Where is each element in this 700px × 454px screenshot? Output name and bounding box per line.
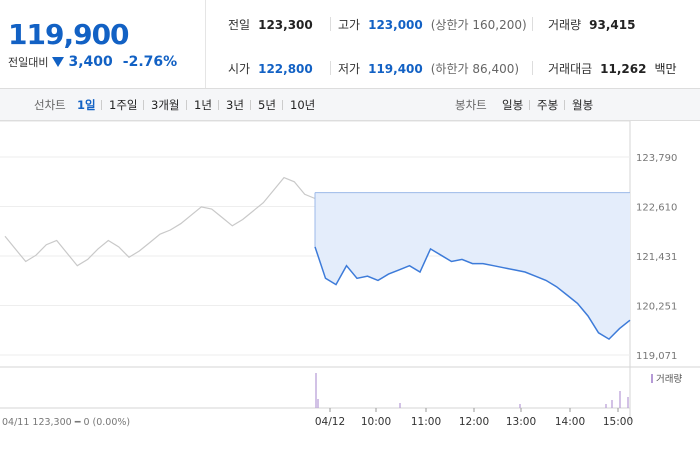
divider xyxy=(330,17,331,31)
chart-period-tabs: 선차트 1일 1주일 3개월 1년 3년 5년 10년 봉차트 일봉 주봉 월봉 xyxy=(0,89,700,121)
prev-close-value: 123,300 xyxy=(258,17,313,32)
tab-divider xyxy=(186,100,187,110)
trade-value-value: 11,262 xyxy=(600,61,647,76)
volume-legend-swatch xyxy=(651,374,653,383)
x-tick-label: 10:00 xyxy=(361,416,391,428)
low-value: 119,400 xyxy=(368,61,423,76)
stat-high: 고가 123,000 (상한가 160,200) xyxy=(338,16,527,33)
stat-prev-close: 전일 123,300 xyxy=(228,16,313,33)
today-area-fill xyxy=(315,192,630,340)
trade-value-unit: 백만 xyxy=(654,62,677,76)
open-label: 시가 xyxy=(228,62,251,76)
change-row: 전일대비 3,400 -2.76% xyxy=(8,54,177,70)
down-triangle-icon xyxy=(52,57,65,67)
low-label: 저가 xyxy=(338,62,361,76)
y-tick-label: 123,790 xyxy=(636,153,677,164)
tab-10y[interactable]: 10년 xyxy=(290,98,316,112)
volume-legend-label: 거래량 xyxy=(656,373,682,385)
y-tick-label: 121,431 xyxy=(636,252,677,263)
tab-divider xyxy=(250,100,251,110)
stat-trade-value: 거래대금 11,262 백만 xyxy=(548,60,677,77)
prev-day-summary-label: 04/11 123,300 ━ 0 (0.00%) xyxy=(2,417,130,428)
x-tick-label: 14:00 xyxy=(555,416,585,428)
change-label: 전일대비 xyxy=(8,56,49,69)
x-tick-label: 04/12 xyxy=(315,416,345,428)
tab-divider xyxy=(101,100,102,110)
x-tick-label: 11:00 xyxy=(411,416,441,428)
y-tick-label: 119,071 xyxy=(636,351,677,362)
y-tick-label: 122,610 xyxy=(636,203,677,214)
volume-value: 93,415 xyxy=(589,17,636,32)
candle-chart-label: 봉차트 xyxy=(455,98,487,112)
price-summary: 119,900 전일대비 3,400 -2.76% xyxy=(0,0,206,88)
line-chart-label: 선차트 xyxy=(34,98,66,112)
tab-weekly[interactable]: 주봉 xyxy=(537,98,559,112)
tab-1y[interactable]: 1년 xyxy=(194,98,212,112)
divider xyxy=(330,61,331,75)
x-tick-label: 13:00 xyxy=(506,416,536,428)
high-value: 123,000 xyxy=(368,17,423,32)
open-value: 122,800 xyxy=(258,61,313,76)
tab-1d[interactable]: 1일 xyxy=(77,98,96,112)
volume-label: 거래량 xyxy=(548,18,582,32)
tab-3m[interactable]: 3개월 xyxy=(151,98,180,112)
trade-value-label: 거래대금 xyxy=(548,62,593,76)
lower-limit: (하한가 86,400) xyxy=(430,62,520,76)
change-percent: -2.76% xyxy=(122,54,178,70)
y-tick-label: 120,251 xyxy=(636,302,677,313)
stat-low: 저가 119,400 (하한가 86,400) xyxy=(338,60,519,77)
prev-close-label: 전일 xyxy=(228,18,251,32)
quote-header: 119,900 전일대비 3,400 -2.76% 전일 123,300 고가 … xyxy=(0,0,700,89)
prev-day-line xyxy=(4,176,316,267)
tab-divider xyxy=(529,100,530,110)
tab-divider xyxy=(143,100,144,110)
x-tick-label: 15:00 xyxy=(603,416,633,428)
stat-volume: 거래량 93,415 xyxy=(548,16,635,33)
tab-divider xyxy=(218,100,219,110)
tab-daily[interactable]: 일봉 xyxy=(502,98,524,112)
tab-1w[interactable]: 1주일 xyxy=(109,98,138,112)
tab-monthly[interactable]: 월봉 xyxy=(572,98,594,112)
intraday-chart-svg: 123,790 122,610 121,431 120,251 119,071 거래량 04… xyxy=(0,120,700,428)
today-price-line xyxy=(314,246,631,341)
tab-divider xyxy=(282,100,283,110)
current-price: 119,900 xyxy=(8,18,130,51)
upper-limit: (상한가 160,200) xyxy=(430,18,527,32)
change-absolute: 3,400 xyxy=(68,54,113,70)
divider xyxy=(532,17,533,31)
price-chart: 123,790 122,610 121,431 120,251 119,071 거래량 04… xyxy=(0,120,700,450)
tab-3y[interactable]: 3년 xyxy=(226,98,244,112)
x-tick-label: 12:00 xyxy=(459,416,489,428)
divider xyxy=(532,61,533,75)
tab-5y[interactable]: 5년 xyxy=(258,98,276,112)
stat-open: 시가 122,800 xyxy=(228,60,313,77)
high-label: 고가 xyxy=(338,18,361,32)
tab-divider xyxy=(564,100,565,110)
